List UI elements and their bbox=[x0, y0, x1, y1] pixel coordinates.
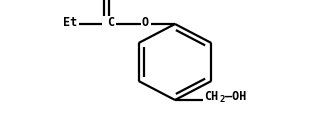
Text: CH: CH bbox=[204, 90, 218, 103]
Text: 2: 2 bbox=[219, 95, 224, 104]
Text: O: O bbox=[142, 16, 149, 30]
Text: —OH: —OH bbox=[225, 90, 246, 103]
Text: Et: Et bbox=[63, 16, 77, 30]
Text: C: C bbox=[107, 16, 114, 30]
